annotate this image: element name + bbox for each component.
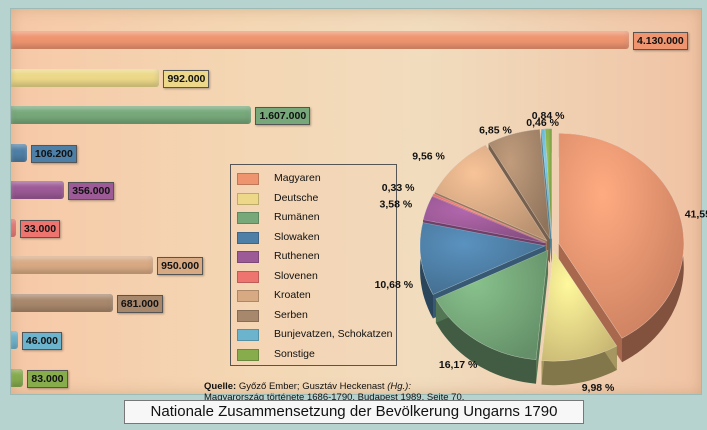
legend-swatch (237, 329, 259, 341)
bar-value-label: 33.000 (19, 219, 61, 238)
legend-swatch (237, 348, 259, 361)
bar-value-label: 950.000 (157, 257, 204, 275)
pie-value-label: 10,68 % (375, 279, 414, 291)
pie-value-label: 9,56 % (412, 151, 445, 163)
legend-label: Ruthenen (274, 250, 320, 262)
legend-label: Rumänen (274, 211, 320, 223)
bar-bunjevatzen-schokatzen (11, 331, 18, 349)
pie-slice-edge (536, 250, 549, 384)
bar-value-label: 106.200 (30, 144, 77, 163)
pie-slice-deutsche (541, 250, 618, 362)
pie-value-label: 9,98 % (582, 382, 615, 394)
legend-swatch (237, 251, 259, 263)
bar-serben (11, 293, 113, 312)
legend: Magyaren Deutsche Rumänen Slowaken Ruthenen S… (230, 164, 397, 366)
legend-label: Sonstige (274, 347, 315, 360)
pie-slice-bunjevatzen-schokatzen (540, 128, 552, 239)
legend-label: Slowaken (274, 230, 320, 243)
bar-value-label: 681.000 (116, 294, 163, 313)
legend-swatch (237, 231, 259, 244)
pie-value-label: 0,84 % (532, 110, 565, 122)
bar-magyaren (11, 31, 629, 49)
bar-value-label: 1.607.000 (255, 107, 311, 125)
legend-label: Serben (274, 308, 308, 321)
pie-slice-magyaren (558, 132, 685, 339)
pie-value-label: 6,85 % (479, 124, 512, 136)
pie-slice-serben (488, 128, 551, 240)
legend-swatch (237, 290, 259, 302)
pie-slice-sonstige (544, 128, 553, 239)
pie-slices (419, 128, 685, 386)
pie-slice-side (420, 222, 433, 319)
pie-slice-rum-nen (435, 249, 549, 361)
pie-value-label: 0,33 % (382, 182, 415, 194)
pie-value-label: 3,58 % (379, 199, 412, 211)
legend-label: Slovenen (274, 269, 318, 282)
pie-slice-slowaken (419, 222, 547, 295)
legend-swatch (237, 309, 259, 322)
bar-deutsche (11, 68, 160, 87)
bar-value-label: 83.000 (27, 369, 68, 388)
pie-slice-kroaten (434, 144, 548, 242)
bar-kroaten (11, 256, 154, 274)
legend-label: Magyaren (274, 172, 321, 184)
bar-ruthenen (11, 181, 65, 199)
bar-value-label: 992.000 (163, 69, 210, 88)
pie-value-label: 0,46 % (526, 117, 559, 129)
pie-value-label: 16,17 % (439, 359, 478, 371)
bar-sonstige (11, 368, 24, 387)
source-label: Quelle: (204, 381, 237, 392)
bar-value-label: 356.000 (68, 182, 115, 200)
pie-slice-ruthenen (422, 196, 546, 244)
legend-swatch (237, 173, 259, 185)
legend-label: Kroaten (274, 289, 311, 301)
legend-swatch (237, 192, 259, 205)
bar-value-label: 4.130.000 (633, 32, 688, 50)
bar-rum-nen (11, 106, 252, 124)
pie-value-label: 41,55 % (685, 208, 707, 220)
bar-slowaken (11, 143, 27, 162)
bar-value-label: 46.000 (21, 332, 62, 350)
bar-slovenen (11, 218, 16, 237)
pie-slice-side (541, 346, 617, 386)
source-note: Quelle: Győző Ember; Gusztáv Heckenast (… (204, 381, 464, 403)
legend-label: Deutsche (274, 191, 319, 204)
source-editors: (Hg.): (387, 381, 411, 392)
source-authors: Győző Ember; Gusztáv Heckenast (238, 381, 385, 392)
legend-label: Bunjevatzen, Schokatzen (274, 328, 393, 340)
source-citation: Magyarország története 1686-1790. Budape… (204, 392, 465, 403)
pie-slice-slovenen (432, 193, 546, 243)
legend-swatch (237, 270, 259, 283)
chart-title: Nationale Zusammensetzung der Bevölkerun… (124, 400, 584, 424)
legend-swatch (237, 212, 259, 224)
pie-slice-side (435, 298, 536, 384)
